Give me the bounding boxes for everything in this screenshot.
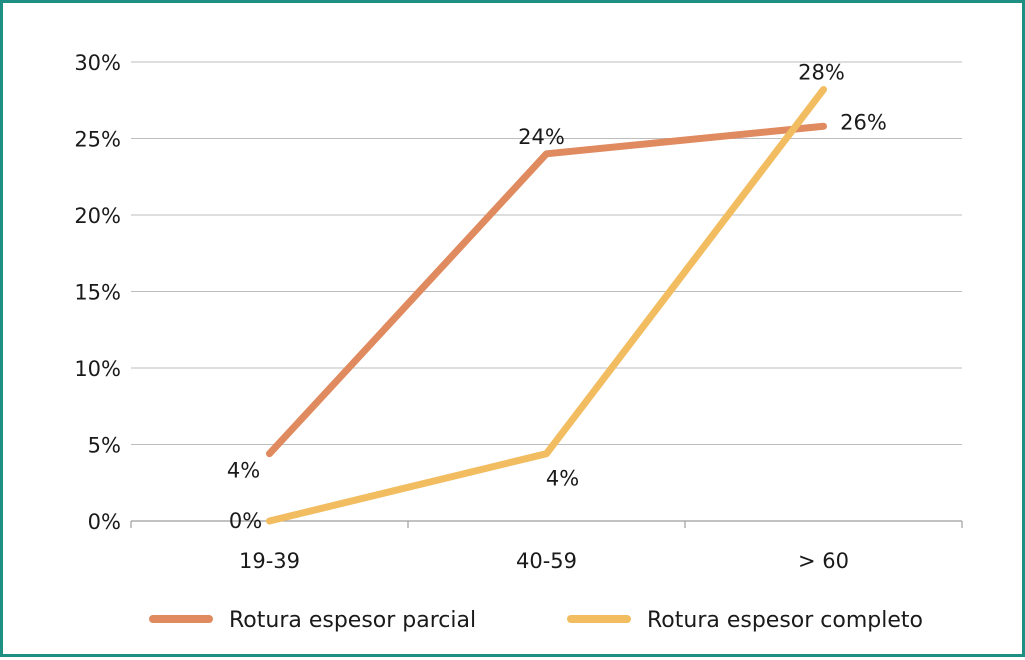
legend: Rotura espesor parcial Rotura espesor com… (149, 608, 923, 633)
data-labels: 4% 24% 26% 0% 4% 28% (227, 61, 887, 533)
x-tick-label: 19-39 (239, 549, 300, 573)
data-label: 4% (227, 459, 260, 483)
y-tick-label: 10% (74, 357, 121, 381)
data-label: 0% (229, 509, 262, 533)
legend-label: Rotura espesor completo (647, 608, 923, 633)
y-tick-label: 25% (74, 128, 121, 152)
y-tick-label: 5% (88, 434, 121, 458)
series-line-0 (266, 122, 827, 458)
x-tick-label: 40-59 (516, 549, 577, 573)
data-label: 4% (546, 467, 579, 491)
series-lines (266, 86, 827, 525)
data-label: 24% (518, 125, 565, 149)
y-tick-label: 20% (74, 204, 121, 228)
series-line-1 (266, 86, 827, 525)
data-label: 26% (840, 110, 887, 134)
legend-label: Rotura espesor parcial (229, 608, 476, 633)
data-label: 28% (798, 61, 845, 85)
x-tick-label: > 60 (798, 549, 849, 573)
gridlines (131, 61, 962, 445)
line-chart: 0% 5% 10% 15% 20% 25% 30% 19-39 40-59 > 60 4% 24%… (74, 51, 963, 633)
y-tick-label: 30% (74, 51, 121, 75)
y-tick-label: 15% (74, 281, 121, 305)
y-axis-ticks: 0% 5% 10% 15% 20% 25% 30% (74, 51, 121, 534)
y-tick-label: 0% (88, 510, 121, 534)
